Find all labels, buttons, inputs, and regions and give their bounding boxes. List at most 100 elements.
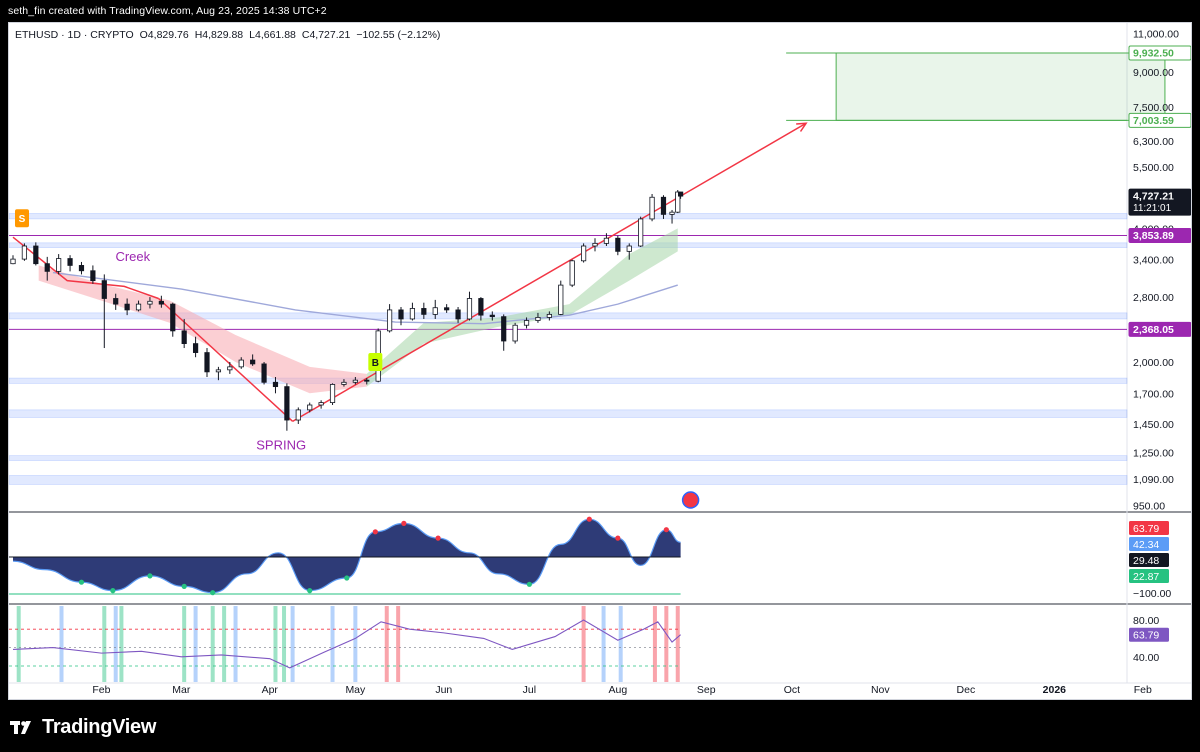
candle-body <box>113 298 119 305</box>
candle-body <box>581 245 587 262</box>
signal-sell-marker <box>15 209 29 228</box>
candle-body <box>678 191 684 197</box>
candle-body <box>318 402 324 406</box>
rsi-signal-bar <box>193 606 198 682</box>
price-label-countdown: 11:21:01 <box>1133 203 1172 214</box>
support-band-6 <box>9 475 1128 485</box>
osc-tick-label: −100.00 <box>1133 588 1171 600</box>
rsi-signal-bar <box>664 606 669 682</box>
footer-brand: TradingView <box>10 713 156 741</box>
price-tick-label: 2,800.00 <box>1133 292 1174 304</box>
trend-line-0 <box>12 236 159 300</box>
support-band-4 <box>9 409 1128 418</box>
rsi-signal-bar <box>210 606 215 682</box>
rsi-signal-bar <box>675 606 680 682</box>
symbol-legend-close: C4,727.21 <box>302 29 351 41</box>
ema-ribbon-bearish <box>38 265 367 394</box>
price-label-value: 9,932.50 <box>1133 47 1174 59</box>
candle-body <box>398 309 404 320</box>
chart-svg[interactable]: Creek SPRING S B 11,000.00 9,000.00 7,500.00 6… <box>9 23 1192 700</box>
candle-body <box>455 309 461 320</box>
candle-body <box>466 298 473 320</box>
signal-sell-label: S <box>19 214 26 225</box>
rsi-signal-bar <box>222 606 227 682</box>
candle-body <box>615 237 621 252</box>
price-tick-label: 1,250.00 <box>1133 448 1174 460</box>
oscillator-signal-dot <box>586 516 592 522</box>
support-band-5 <box>9 455 1128 461</box>
time-tick-label: Dec <box>957 684 976 696</box>
rsi-value-label: 63.79 <box>1133 630 1159 642</box>
oscillator-signal-dot <box>307 588 313 594</box>
candle-body <box>295 409 301 421</box>
price-tick-label: 6,300.00 <box>1133 136 1174 148</box>
time-tick-label: Nov <box>871 684 890 696</box>
oscillator-fill <box>13 519 681 593</box>
rsi-signal-bar <box>16 606 21 682</box>
osc-value-label: 22.87 <box>1133 571 1159 583</box>
time-tick-label: 2026 <box>1043 684 1067 696</box>
candle-body <box>329 384 336 404</box>
candle-body <box>284 386 290 421</box>
time-tick-label: Feb <box>1134 684 1152 696</box>
rsi-signal-bar <box>273 606 278 682</box>
candle-body <box>101 280 107 299</box>
target-zone-box <box>835 52 1166 121</box>
candle-body <box>250 359 256 365</box>
symbol-legend-open: O4,829.76 <box>140 29 189 41</box>
candle-body <box>432 307 438 315</box>
trend-line-1 <box>157 297 294 422</box>
signal-buy-marker <box>368 352 383 371</box>
candle-body <box>626 245 632 252</box>
chart-container[interactable]: Creek SPRING S B 11,000.00 9,000.00 7,500.00 6… <box>8 22 1192 700</box>
rsi-signal-bar <box>581 606 586 682</box>
rsi-signal-bar <box>618 606 623 682</box>
rsi-signal-bar <box>652 606 657 682</box>
osc-value-label: 63.79 <box>1133 523 1159 535</box>
rsi-signal-bar <box>59 606 64 682</box>
candle-body <box>204 352 210 373</box>
trend-arrow-head <box>796 122 808 132</box>
support-band-1 <box>9 242 1128 248</box>
rsi-signal-bar <box>102 606 107 682</box>
rsi-signal-bar <box>282 606 287 682</box>
candle-body <box>421 308 427 315</box>
candle-body <box>227 366 233 371</box>
oscillator-signal-dot <box>401 520 407 526</box>
candle-body <box>352 379 358 383</box>
rsi-tick-label: 80.00 <box>1133 615 1159 627</box>
oscillator-signal-dot <box>435 535 441 541</box>
candle-body <box>170 303 176 332</box>
price-label-box <box>1128 321 1191 337</box>
candle-body <box>603 237 610 244</box>
candle-body <box>569 260 575 286</box>
price-label-box <box>1128 45 1191 61</box>
osc-value-box <box>1129 537 1169 551</box>
time-tick-label: Mar <box>172 684 191 696</box>
price-tick-label: 7,500.00 <box>1133 102 1174 114</box>
candle-body <box>669 211 675 215</box>
rsi-signal-bar <box>119 606 124 682</box>
rsi-line <box>12 619 681 669</box>
oscillator-signal-dot <box>526 581 532 587</box>
candle-body <box>546 313 552 318</box>
rsi-signal-bar <box>290 606 295 682</box>
candle-body <box>135 303 142 311</box>
candle-body <box>44 263 50 272</box>
rsi-signal-bar <box>396 606 401 682</box>
rsi-signal-bar <box>601 606 606 682</box>
trend-line-2 <box>292 122 807 422</box>
candle-body <box>10 258 16 265</box>
candle-body <box>124 303 130 311</box>
price-label-value: 4,727.21 <box>1133 191 1174 203</box>
rsi-signal-bar <box>233 606 238 682</box>
price-tick-label: 950.00 <box>1133 501 1165 513</box>
candle-body <box>512 324 518 342</box>
rsi-signal-bar <box>182 606 187 682</box>
candle-body <box>238 359 244 368</box>
support-band-0 <box>9 213 1128 220</box>
candle-body <box>535 317 541 321</box>
oscillator-signal-dot <box>181 583 187 590</box>
candle-body <box>261 363 267 383</box>
economic-event-flag-icon <box>681 491 700 509</box>
